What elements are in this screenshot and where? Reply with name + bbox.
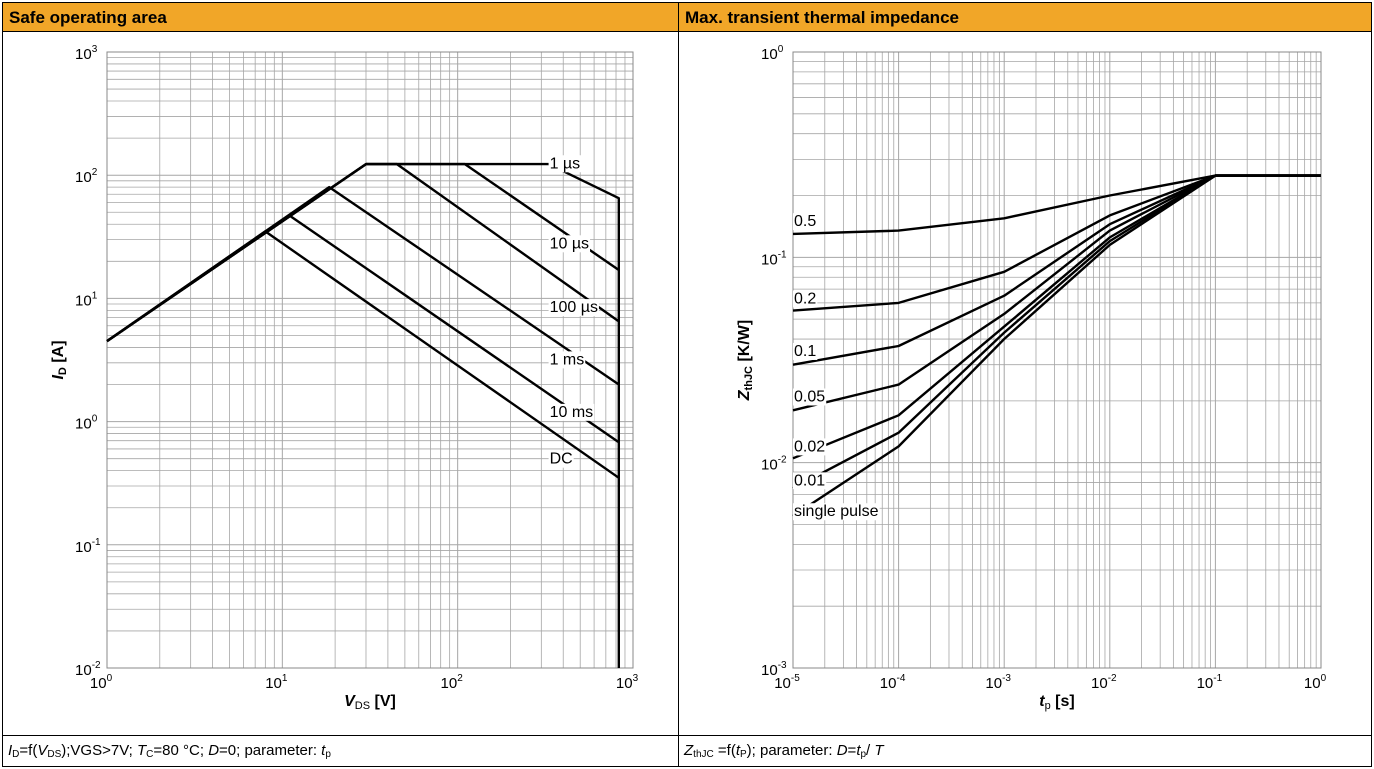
soa-series-label-10-s: 10 µs: [550, 235, 589, 252]
soa-series-label-dc: DC: [550, 451, 573, 468]
zth-y-tick-label: 10-2: [761, 455, 787, 474]
zth-x-tick-label: 100: [1304, 673, 1327, 692]
zth-series-label-bg: [793, 438, 827, 456]
zth-panel: Max. transient thermal impedance 10-5 10-…: [679, 3, 1371, 766]
zth-y-tick-label: 10-3: [761, 660, 787, 679]
zth-series-0-5: [792, 174, 1321, 236]
zth-series-label-bg: [793, 388, 827, 406]
zth-chart: 10-5 10-4 10-3 10-2 10-1 100 10-3 10-2 10-1 100 tp…: [736, 44, 1327, 712]
soa-series-label-bg: [548, 403, 595, 421]
soa-x-axis-label: VDS [V]: [344, 693, 396, 712]
soa-panel: Safe operating area 100 101 102 103 10-2 10-1…: [3, 3, 679, 766]
zth-title: Max. transient thermal impedance: [685, 8, 959, 27]
soa-y-tick-label: 103: [75, 44, 98, 63]
soa-title: Safe operating area: [9, 8, 167, 27]
soa-conditions: ID=f(VDS);VGS>7V; TC=80 °C; D=0; paramet…: [8, 742, 331, 760]
zth-series-label-0-5: 0.5: [794, 213, 816, 230]
soa-y-tick-label: 100: [75, 414, 98, 433]
soa-chart: 100 101 102 103 10-2 10-1 100 101 102 103 VDS [V] I…: [50, 44, 639, 712]
zth-series-label-bg: [793, 213, 818, 231]
soa-y-tick-label: 102: [75, 167, 98, 186]
zth-series-label-0-05: 0.05: [794, 389, 825, 406]
soa-plot-frame: [106, 51, 634, 669]
soa-y-tick-label: 101: [75, 290, 98, 309]
zth-series-label-0-1: 0.1: [794, 343, 816, 360]
zth-series-label-0-01: 0.01: [794, 472, 825, 489]
zth-series-label-0-02: 0.02: [794, 438, 825, 455]
zth-x-tick-label: 10-3: [985, 673, 1011, 692]
zth-grid: [792, 52, 1321, 669]
soa-y-tick-label: 10-1: [75, 537, 101, 556]
soa-series-label-bg: [548, 235, 591, 253]
soa-series-label-1-ms: 1 ms: [550, 351, 585, 368]
zth-series-0-01: [792, 174, 1321, 490]
zth-x-tick-label: 10-5: [774, 673, 800, 692]
soa-series-label-1-s: 1 µs: [550, 155, 581, 172]
soa-series-label-10-ms: 10 ms: [550, 404, 594, 421]
soa-series-10-ms: [106, 214, 620, 444]
zth-series-single-pulse: [792, 174, 1321, 518]
zth-series-label-bg: [793, 290, 818, 308]
soa-y-tick-label: 10-2: [75, 660, 101, 679]
soa-x-tick-label: 102: [441, 673, 464, 692]
soa-x-tick-label: 103: [616, 673, 639, 692]
zth-series-0-1: [792, 174, 1321, 366]
zth-series-label-bg: [793, 503, 880, 521]
zth-x-tick-label: 10-1: [1197, 673, 1223, 692]
soa-x-tick-label: 100: [90, 673, 113, 692]
soa-series-label-bg: [548, 450, 574, 468]
soa-y-axis-label: ID [A]: [50, 340, 69, 379]
zth-x-tick-label: 10-4: [880, 673, 906, 692]
soa-series-dc: [106, 230, 620, 479]
soa-x-tick-label: 101: [265, 673, 288, 692]
soa-series-100-s: [106, 162, 620, 343]
zth-header: Max. transient thermal impedance: [679, 3, 1371, 32]
soa-header: Safe operating area: [3, 3, 678, 32]
zth-series-label-single-pulse: single pulse: [794, 503, 879, 520]
zth-series-label-bg: [793, 472, 827, 490]
zth-series-label-0-2: 0.2: [794, 291, 816, 308]
zth-series-label-bg: [793, 342, 818, 360]
soa-footer: ID=f(VDS);VGS>7V; TC=80 °C; D=0; paramet…: [3, 735, 678, 766]
soa-series-label-bg: [548, 155, 582, 173]
soa-series-label-100-s: 100 µs: [550, 299, 598, 316]
zth-y-axis-label: ZthJC [K/W]: [736, 320, 755, 401]
soa-series-label-bg: [548, 299, 599, 317]
zth-x-axis-label: tp [s]: [1039, 693, 1074, 712]
zth-x-tick-label: 10-2: [1091, 673, 1117, 692]
zth-plot-frame: [792, 51, 1322, 669]
zth-y-tick-label: 100: [761, 44, 784, 63]
zth-conditions: ZthJC =f(tP); parameter: D=tp/ T: [684, 742, 884, 760]
soa-series-label-bg: [548, 351, 586, 369]
zth-y-tick-label: 10-1: [761, 249, 787, 268]
zth-footer: ZthJC =f(tP); parameter: D=tp/ T: [679, 735, 1371, 766]
soa-grid: [106, 52, 633, 669]
soa-series-10-s: [106, 162, 620, 343]
zth-series-0-02: [792, 174, 1321, 460]
